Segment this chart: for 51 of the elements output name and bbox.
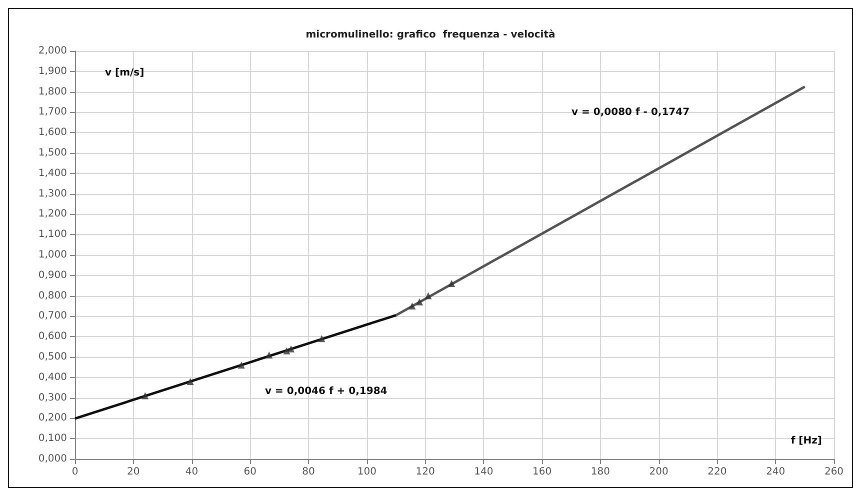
point: [416, 298, 423, 306]
x-tick-label: 120: [416, 466, 435, 478]
point: [408, 302, 416, 310]
point: [142, 392, 149, 400]
y-tick-label: 1,300: [38, 188, 67, 200]
y-tick-label: 1,700: [38, 106, 67, 118]
x-tick-label: 100: [357, 466, 376, 478]
x-axis-title: f [Hz]: [790, 436, 822, 446]
y-tick-label: 1,500: [38, 148, 67, 158]
x-tick-label: 60: [244, 466, 257, 478]
point: [288, 345, 295, 352]
y-tick-label: 0,800: [38, 290, 67, 302]
x-tick-label: 200: [649, 466, 668, 478]
y-tick-label: 1,900: [38, 66, 67, 77]
y-tick-label: 0,200: [38, 412, 67, 424]
y-tick-label: 1,800: [38, 86, 67, 98]
y-tick-label: 0,900: [38, 270, 67, 281]
y-axis-title: v [m/s]: [105, 68, 144, 78]
point: [238, 362, 245, 369]
y-tick-label: 1,000: [38, 250, 67, 260]
point: [448, 280, 456, 288]
x-tick-label: 40: [185, 466, 198, 478]
annotation: v = 0,0080 f - 0,1747: [572, 107, 690, 118]
x-tick-label: 160: [532, 466, 552, 478]
x-tick-label: 180: [590, 466, 610, 478]
y-tick-label: 1,600: [38, 127, 67, 138]
x-tick-label: 80: [302, 466, 315, 478]
y-tick-label: 2,000: [38, 46, 67, 56]
y-tick-label: 0,000: [38, 454, 67, 464]
x-tick-label: 20: [127, 466, 140, 478]
point: [186, 378, 194, 385]
x-tick-label: 0: [72, 466, 78, 478]
y-tick-label: 0,100: [38, 433, 67, 444]
y-tick-label: 0,400: [38, 372, 67, 383]
y-tick-label: 0,700: [38, 310, 67, 322]
x-tick-label: 140: [474, 466, 494, 478]
annotation: v = 0,0046 f + 0,1984: [265, 386, 388, 397]
point: [283, 347, 290, 354]
chart-title: micromulinello: grafico frequenza - velocità: [306, 30, 556, 40]
y-tick-label: 0,300: [38, 392, 67, 404]
point: [424, 292, 432, 300]
x-tick-label: 220: [708, 466, 727, 478]
x-tick-label: 240: [766, 466, 786, 478]
y-tick-label: 1,200: [38, 208, 67, 220]
y-tick-label: 0,500: [38, 352, 67, 362]
y-tick-label: 1,100: [38, 229, 67, 240]
y-tick-label: 0,600: [38, 331, 67, 342]
y-tick-label: 1,400: [38, 168, 67, 179]
point: [266, 351, 273, 358]
point: [318, 335, 326, 342]
x-tick-label: 260: [824, 466, 844, 478]
